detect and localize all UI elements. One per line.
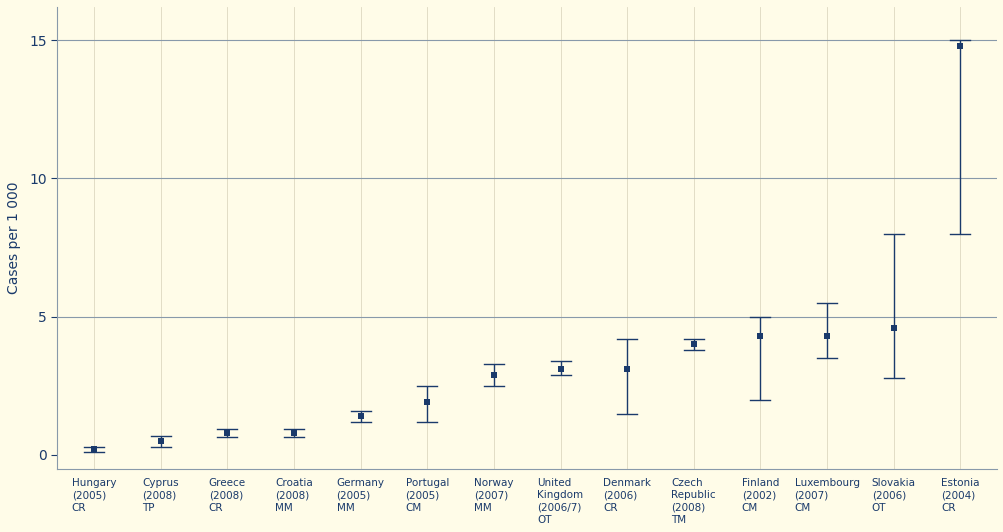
Y-axis label: Cases per 1 000: Cases per 1 000 [7,181,21,294]
